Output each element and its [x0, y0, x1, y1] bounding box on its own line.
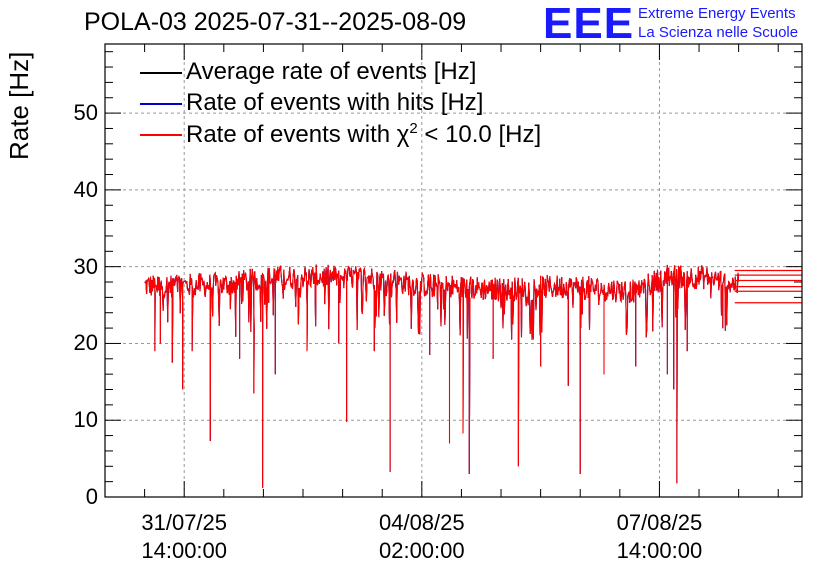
plot-frame: [104, 43, 803, 498]
legend-chi-prefix: Rate of events with χ: [186, 121, 410, 148]
legend-label-hits: Rate of events with hits [Hz]: [186, 89, 484, 116]
y-tick-label: 40: [73, 176, 98, 202]
y-axis-label: Rate [Hz]: [4, 51, 34, 160]
legend-label-chi2: Rate of events with χ2 < 10.0 [Hz]: [186, 120, 541, 149]
legend-chi-sup: 2: [409, 120, 418, 137]
data-series: [144, 264, 802, 488]
series-chi2-line: [144, 264, 740, 488]
plot-border: [104, 43, 803, 498]
chart-title: POLA-03 2025-07-31--2025-08-09: [84, 8, 467, 36]
legend-swatch-red: [140, 134, 182, 136]
x-tick-label-time: 14:00:00: [616, 538, 703, 563]
legend-swatch-black: [140, 72, 182, 74]
x-tick-label-date: 04/08/25: [378, 510, 465, 535]
y-tick-label: 50: [73, 100, 98, 126]
logo-caption-line-1: Extreme Energy Events: [638, 5, 796, 22]
eee-logo: EEE: [543, 0, 635, 48]
x-tick-label-time: 14:00:00: [141, 538, 228, 563]
legend-chi-suffix: < 10.0 [Hz]: [417, 121, 542, 148]
legend-label-average: Average rate of events [Hz]: [186, 58, 477, 85]
y-tick-label: 0: [85, 484, 98, 509]
x-tick-label: 07/08/25 14:00:00: [589, 509, 729, 565]
x-tick-label: 31/07/25 14:00:00: [114, 509, 254, 565]
grid-lines: [105, 44, 802, 497]
y-tick-label: 30: [73, 253, 98, 279]
legend-swatch-blue: [140, 103, 182, 105]
y-tick-label: 10: [73, 407, 98, 433]
x-tick-label-date: 07/08/25: [616, 510, 703, 535]
logo-caption: Extreme Energy Events La Scienza nelle S…: [638, 4, 798, 42]
x-tick-label-date: 31/07/25: [141, 510, 228, 535]
x-tick-label: 04/08/25 02:00:00: [352, 509, 492, 565]
y-tick-label: 20: [73, 330, 98, 356]
logo-caption-line-2: La Scienza nelle Scuole: [638, 24, 799, 41]
x-tick-label-time: 02:00:00: [378, 538, 465, 563]
